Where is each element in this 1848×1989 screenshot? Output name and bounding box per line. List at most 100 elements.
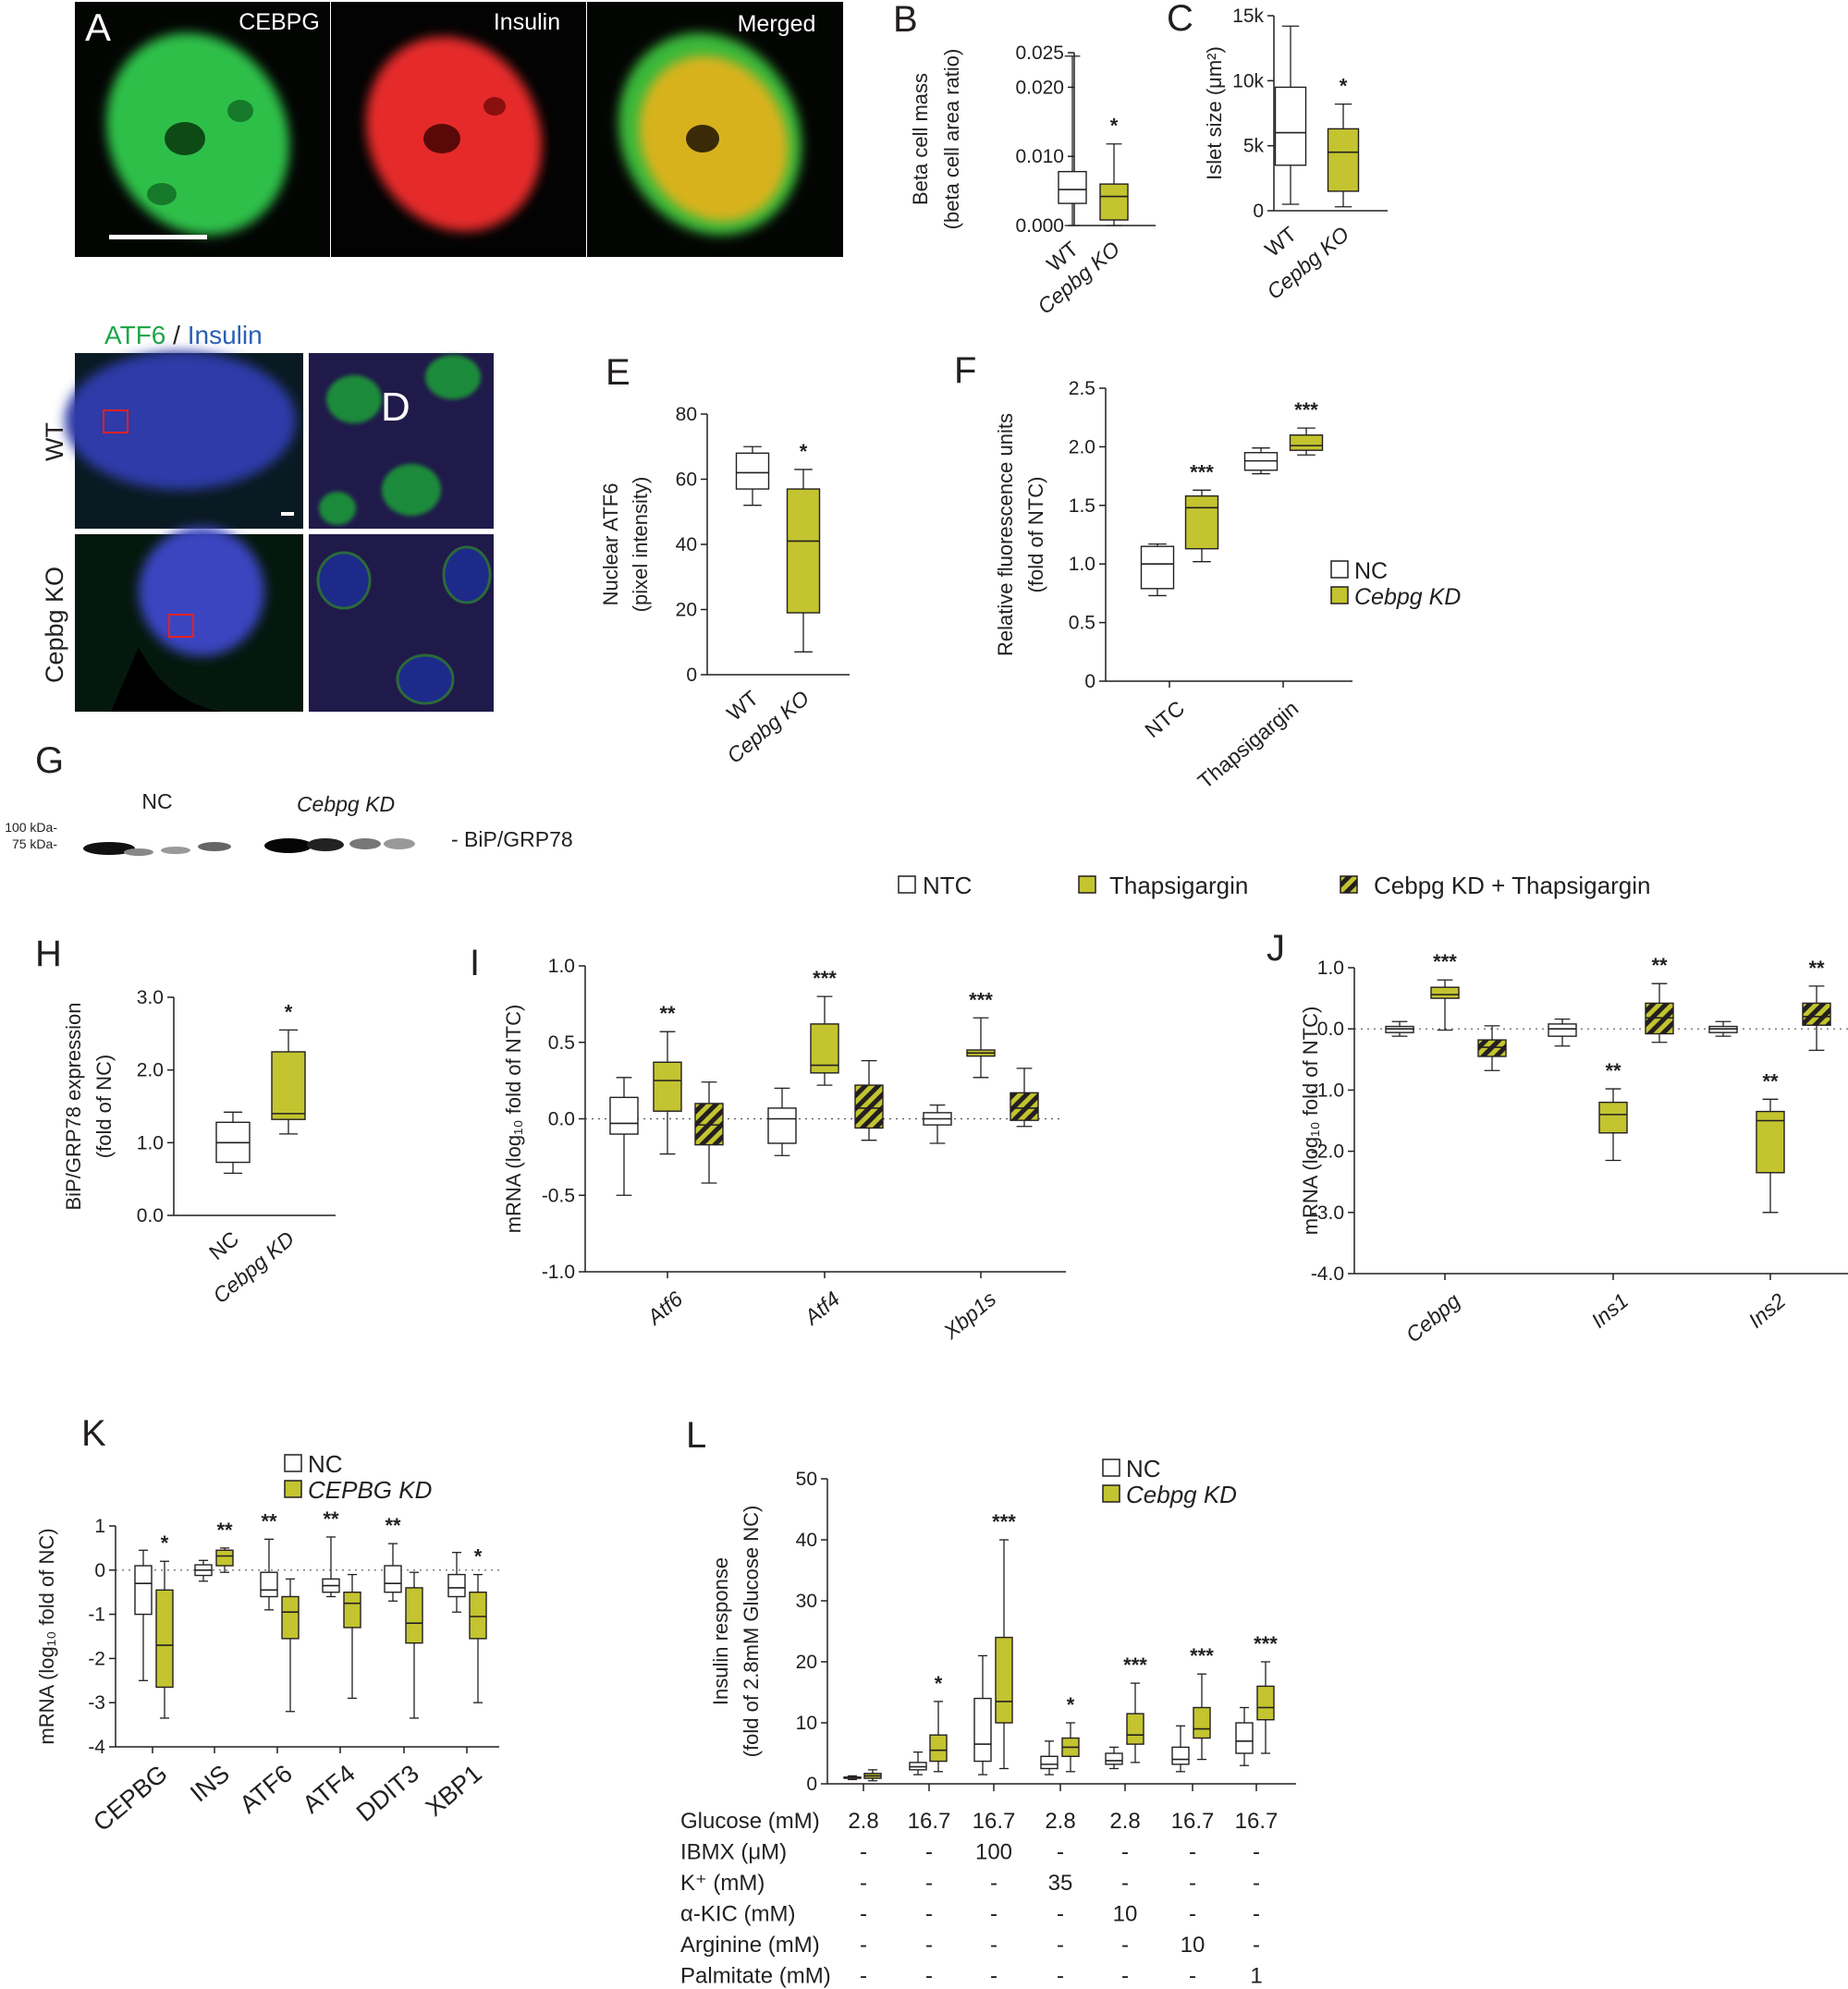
y-tick-label: -2	[88, 1648, 105, 1669]
box-body	[1058, 170, 1087, 204]
legend-nc-label: NC	[1354, 558, 1388, 584]
condition-value: -	[1189, 1964, 1196, 1989]
box-body	[1598, 1101, 1628, 1134]
y-axis-label: mRNA (log₁₀ fold of NC)	[35, 1528, 58, 1744]
box-body	[973, 1697, 992, 1763]
y-tick-label: -0.5	[542, 1185, 575, 1206]
y-tick-label: 2.0	[1069, 436, 1095, 458]
y-tick-label: 0	[94, 1560, 105, 1581]
box-2: ***	[1184, 460, 1219, 563]
box-body	[1040, 1755, 1059, 1770]
y-tick-label: 10k	[1232, 70, 1264, 92]
y-tick-label: 50	[796, 1469, 817, 1490]
box-body	[1105, 1752, 1123, 1765]
significance-stars: **	[1605, 1059, 1622, 1082]
y-axis-label: Islet size (μm²)	[1203, 46, 1226, 180]
ko-nucleus-2	[442, 545, 492, 604]
cebpg-islet-image	[105, 32, 290, 236]
condition-value: -	[1057, 1902, 1064, 1927]
condition-label: K⁺ (mM)	[680, 1871, 765, 1896]
category-label: ATF6	[235, 1760, 298, 1819]
wt-nucleus-3	[382, 464, 441, 516]
y-tick-label: 0	[686, 665, 697, 686]
significance-stars: *	[800, 440, 808, 463]
legend-thap-label: Thapsigargin	[1109, 872, 1248, 899]
significance-stars: **	[323, 1507, 339, 1531]
panel-letter: B	[893, 0, 918, 40]
box-body	[1010, 1092, 1039, 1121]
condition-value: -	[860, 1840, 867, 1865]
legend-ntc-label: NTC	[923, 872, 972, 899]
y-tick-label: -3.0	[1311, 1202, 1344, 1224]
y-tick-label: 1.0	[1069, 554, 1095, 575]
condition-value: 1	[1250, 1964, 1262, 1989]
ko-dark-region	[111, 647, 222, 712]
condition-value: -	[860, 1902, 867, 1927]
box-body	[1327, 128, 1360, 192]
panel-letter: K	[81, 1413, 106, 1454]
panel-letter: H	[35, 933, 62, 974]
y-tick-label: 2.0	[137, 1060, 164, 1081]
condition-value: -	[925, 1933, 933, 1958]
chart-j: J -4.0 -3.0 -2.0 -1.0 0.0 1.0 mRNA (log₁₀ fold …	[1267, 928, 1848, 1347]
ko-islet-image	[139, 527, 264, 656]
box-body	[1548, 1023, 1577, 1037]
legend-l-kd-label: Cebpg KD	[1126, 1481, 1237, 1508]
legend-nc-kd: NC Cebpg KD	[1330, 558, 1461, 610]
box-body	[1126, 1713, 1144, 1745]
box-5: **	[260, 1509, 278, 1611]
significance-stars: *	[935, 1672, 943, 1695]
category-label: INS	[185, 1760, 235, 1808]
panel-d-row-wt: WT	[41, 422, 68, 461]
significance-stars: ***	[992, 1510, 1016, 1533]
box-body	[1477, 1039, 1507, 1057]
significance-stars: ***	[1123, 1653, 1147, 1677]
box-4	[767, 1087, 797, 1156]
condition-value: -	[1253, 1902, 1260, 1927]
panel-d-title: ATF6 / Insulin	[104, 321, 263, 349]
y-tick-label: -4	[88, 1737, 105, 1758]
panel-a-images	[75, 2, 843, 257]
category-label: Ins1	[1586, 1288, 1633, 1333]
legend-l-nc-label: NC	[1126, 1455, 1161, 1483]
box-body	[384, 1565, 402, 1593]
y-tick-label: 15k	[1232, 6, 1264, 27]
panel-a-label-insulin: Insulin	[494, 9, 560, 35]
y-axis-label: (fold of NC)	[92, 1055, 116, 1158]
condition-value: -	[925, 1871, 933, 1896]
box-body	[1274, 86, 1307, 166]
condition-value: 10	[1113, 1902, 1138, 1927]
significance-stars: ***	[969, 988, 993, 1011]
box-3	[694, 1081, 724, 1184]
chart-f: F 0 0.5 1.0 1.5 2.0 2.5 Relative fluorescence u…	[954, 350, 1352, 793]
panel-d-title-sep: /	[165, 321, 187, 349]
box-1	[134, 1549, 153, 1681]
category-label: Thapsigargin	[1193, 696, 1303, 793]
legend-nc-swatch	[1330, 560, 1349, 579]
box-body	[1802, 1002, 1831, 1026]
y-tick-label: 0.0	[548, 1109, 575, 1130]
y-axis-label: Beta cell mass	[909, 73, 932, 205]
box-7	[923, 1104, 952, 1144]
box-12: *	[469, 1545, 487, 1703]
category-label: WT	[1260, 222, 1301, 262]
box-body	[260, 1571, 278, 1598]
condition-value: 16.7	[908, 1809, 951, 1834]
y-tick-label: 3.0	[137, 987, 164, 1008]
significance-stars: *	[1340, 75, 1348, 98]
condition-label: α-KIC (mM)	[680, 1902, 796, 1927]
box-7	[1708, 1020, 1738, 1037]
significance-stars: ***	[1190, 1644, 1214, 1667]
legend-k: NC CEPBG KD	[284, 1450, 432, 1504]
y-axis-label: (fold of 2.8mM Glucose NC)	[740, 1506, 763, 1758]
box-3	[1243, 447, 1279, 475]
category-label: DDIT3	[351, 1760, 424, 1827]
box-4: ***	[1289, 398, 1324, 456]
y-tick-label: 60	[676, 470, 697, 491]
legend-k-nc-label: NC	[308, 1450, 343, 1478]
category-label: Cebpg	[1401, 1288, 1465, 1348]
box-1	[1058, 55, 1087, 226]
legend-kdthap-label: Cebpg KD + Thapsigargin	[1374, 872, 1650, 899]
condition-value: -	[990, 1871, 997, 1896]
